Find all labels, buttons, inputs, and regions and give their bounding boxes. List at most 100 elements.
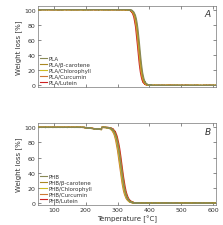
Line: PLA/Chlorophyll: PLA/Chlorophyll: [38, 11, 216, 86]
Line: PHB/β-carotene: PHB/β-carotene: [38, 128, 216, 203]
PHB/Curcumin: [210, 202, 213, 205]
PHB/Lutein: [46, 126, 48, 129]
PLA/β-carotene: [210, 85, 213, 87]
PLA/β-carotene: [210, 85, 213, 87]
PLA/Lutein: [46, 9, 48, 12]
PLA: [46, 9, 48, 12]
PLA/Chlorophyll: [177, 85, 180, 87]
Text: B: B: [205, 127, 211, 136]
PLA/Chlorophyll: [148, 85, 151, 87]
PHB/Chlorophyll: [119, 163, 121, 166]
PHB: [119, 159, 121, 161]
PLA/Lutein: [123, 9, 126, 12]
PHB/Chlorophyll: [134, 202, 137, 205]
PLA/Chlorophyll: [46, 9, 48, 12]
PLA/β-carotene: [123, 9, 126, 12]
PLA: [215, 85, 218, 87]
PHB/Chlorophyll: [210, 202, 213, 205]
Legend: PHB, PHB/β-carotene, PHB/Chlorophyll, PHB/Curcumin, PHB/Lutein: PHB, PHB/β-carotene, PHB/Chlorophyll, PH…: [39, 174, 93, 203]
Line: PHB/Lutein: PHB/Lutein: [38, 128, 216, 203]
PHB: [37, 126, 39, 129]
PLA/Lutein: [147, 85, 149, 87]
PLA/Curcumin: [123, 9, 126, 12]
PHB/Curcumin: [210, 202, 213, 205]
PHB/Curcumin: [46, 126, 48, 129]
PLA/Curcumin: [119, 9, 121, 12]
PLA/β-carotene: [149, 85, 151, 87]
Line: PHB/Chlorophyll: PHB/Chlorophyll: [38, 128, 216, 203]
PHB/Chlorophyll: [46, 126, 48, 129]
PLA/Chlorophyll: [215, 85, 218, 87]
PLA/Lutein: [215, 85, 218, 87]
PLA/β-carotene: [37, 9, 39, 12]
PLA/β-carotene: [119, 9, 121, 12]
Y-axis label: Weight loss [%]: Weight loss [%]: [15, 137, 22, 191]
Line: PLA: PLA: [38, 11, 216, 86]
PLA/Chlorophyll: [37, 9, 39, 12]
PLA/β-carotene: [177, 85, 180, 87]
PLA/Curcumin: [210, 85, 213, 87]
PHB/Chlorophyll: [215, 202, 218, 205]
PHB/β-carotene: [215, 202, 218, 205]
PHB/Curcumin: [119, 168, 121, 170]
PHB/β-carotene: [119, 153, 121, 156]
PHB/Lutein: [135, 202, 138, 205]
PLA: [119, 9, 121, 12]
PLA/Chlorophyll: [123, 9, 126, 12]
PLA/Lutein: [210, 85, 213, 87]
PHB/Chlorophyll: [37, 126, 39, 129]
PLA/Lutein: [177, 85, 180, 87]
PLA/Lutein: [119, 9, 121, 12]
PHB: [46, 126, 48, 129]
PHB/Chlorophyll: [123, 192, 126, 195]
PHB/β-carotene: [46, 126, 48, 129]
PLA/Lutein: [37, 9, 39, 12]
Line: PHB: PHB: [38, 128, 216, 203]
PHB/Curcumin: [37, 126, 39, 129]
Line: PLA/Curcumin: PLA/Curcumin: [38, 11, 216, 86]
Line: PLA/β-carotene: PLA/β-carotene: [38, 11, 216, 86]
PHB/Chlorophyll: [177, 202, 180, 205]
PHB: [123, 190, 126, 192]
PLA: [37, 9, 39, 12]
PLA: [123, 9, 126, 12]
PLA/Curcumin: [177, 85, 180, 87]
X-axis label: Temperature [°C]: Temperature [°C]: [97, 215, 157, 222]
PHB/Curcumin: [177, 202, 180, 205]
PHB: [135, 202, 138, 205]
PHB/Chlorophyll: [210, 202, 213, 205]
PLA/β-carotene: [46, 9, 48, 12]
PLA/Curcumin: [215, 85, 218, 87]
PHB/Lutein: [123, 183, 126, 185]
PHB/Lutein: [210, 202, 213, 205]
PHB/β-carotene: [177, 202, 180, 205]
Y-axis label: Weight loss [%]: Weight loss [%]: [15, 20, 22, 74]
PHB/Lutein: [37, 126, 39, 129]
PLA/Lutein: [210, 85, 213, 87]
PLA/Curcumin: [148, 85, 151, 87]
PLA/Chlorophyll: [210, 85, 213, 87]
PHB: [210, 202, 213, 204]
PHB/Lutein: [210, 202, 213, 205]
PLA: [177, 85, 180, 87]
PLA: [210, 85, 213, 87]
PLA/Chlorophyll: [119, 9, 121, 12]
PHB/β-carotene: [123, 186, 126, 189]
PHB/β-carotene: [37, 126, 39, 129]
PHB/Curcumin: [215, 202, 218, 205]
PLA/Curcumin: [37, 9, 39, 12]
PLA: [149, 85, 151, 87]
PHB/Curcumin: [123, 194, 126, 196]
PHB: [37, 126, 40, 129]
Line: PLA/Lutein: PLA/Lutein: [38, 11, 216, 86]
PLA/β-carotene: [215, 85, 218, 87]
PHB: [210, 202, 213, 205]
PHB/Curcumin: [133, 202, 136, 205]
PHB/β-carotene: [210, 202, 213, 205]
PHB/β-carotene: [210, 202, 213, 205]
Text: A: A: [205, 10, 211, 19]
PHB: [177, 202, 180, 205]
PHB/Lutein: [215, 202, 218, 205]
Line: PHB/Curcumin: PHB/Curcumin: [38, 128, 216, 203]
PLA/β-carotene: [37, 9, 39, 12]
